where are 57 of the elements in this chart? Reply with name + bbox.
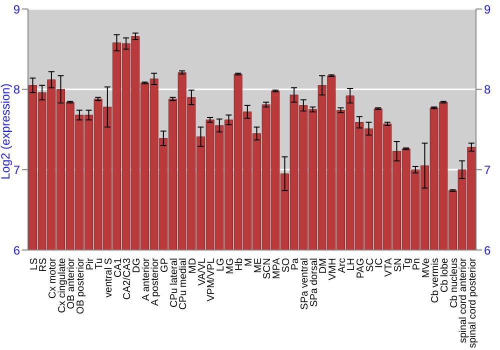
y-tick-label: 7 <box>13 162 20 177</box>
x-tick-label: Tu <box>94 258 106 270</box>
x-tick-label: M <box>243 258 254 266</box>
x-tick-label: SPa ventral <box>299 258 310 310</box>
x-tick-label: Pir <box>84 257 96 270</box>
x-tick-label: LG <box>215 258 226 272</box>
x-tick-label: CA1 <box>112 258 124 278</box>
y2-tick-label: 6 <box>484 243 491 258</box>
x-tick-label: LS <box>28 258 40 270</box>
x-tick-label: SC <box>364 258 376 272</box>
x-tick-label: MVe <box>420 258 432 278</box>
x-tick-label: MG <box>224 258 236 274</box>
x-tick-label: SN <box>392 258 404 272</box>
x-tick-label: IC <box>374 258 386 268</box>
x-tick-label: CA2/CA3 <box>122 258 134 300</box>
x-tick-label: VPM/VPL <box>206 258 218 302</box>
x-tick-label: DG <box>131 258 142 273</box>
y2-tick-label: 9 <box>484 2 491 16</box>
x-tick-label: SO <box>280 258 292 272</box>
x-tick-label: VA/VL <box>196 258 208 286</box>
y2-tick-label: 7 <box>484 162 491 177</box>
x-tick-label: ME <box>252 258 264 273</box>
x-tick-label: MPA <box>271 258 282 279</box>
y-tick-label: 6 <box>13 243 20 258</box>
x-tick-label: spinal cord anterior <box>458 257 470 344</box>
x-tick-label: OB posterior <box>75 257 86 314</box>
x-tick-label: OB anterior <box>66 257 78 310</box>
x-tick-label: DM <box>318 258 330 274</box>
x-tick-label: Cb lobe <box>439 258 450 292</box>
x-tick-label: GP <box>159 258 170 272</box>
x-tick-label: ventral S <box>103 258 114 298</box>
x-tick-label: CPu medial <box>178 258 190 310</box>
x-tick-label: Cb vermis <box>430 258 442 304</box>
x-tick-label: spinal cord posterior <box>467 257 478 348</box>
x-tick-label: SCN <box>262 258 274 280</box>
x-tick-label: CPu lateral <box>168 258 180 308</box>
x-tick-label: VMH <box>327 258 338 280</box>
x-tick-label: Pn <box>411 258 422 270</box>
y-tick-label: 9 <box>13 2 20 16</box>
x-tick-label: LH <box>346 258 358 271</box>
x-tick-label: PAG <box>355 258 366 278</box>
x-tick-label: Arc <box>336 258 348 273</box>
x-tick-label: Pa <box>290 258 302 270</box>
x-tick-label: Hb <box>234 258 246 271</box>
y2-tick-label: 8 <box>484 82 491 97</box>
y-axis-title: Log2 (expression) <box>0 83 12 180</box>
x-tick-label: A anterior <box>140 257 152 301</box>
x-tick-label: Tg <box>402 258 414 270</box>
x-tick-label: Cx motor <box>47 257 58 299</box>
x-tick-label: Cx cingulate <box>56 258 68 314</box>
x-tick-label: MD <box>187 258 198 274</box>
x-tick-label: VTA <box>383 258 394 277</box>
x-tick-label: SPa dorsal <box>308 258 320 307</box>
x-tick-label: A posterior <box>150 257 162 306</box>
y-tick-label: 8 <box>13 82 20 97</box>
x-tick-label: Cb nucleus <box>448 258 460 308</box>
x-tick-label: RS <box>38 258 50 272</box>
